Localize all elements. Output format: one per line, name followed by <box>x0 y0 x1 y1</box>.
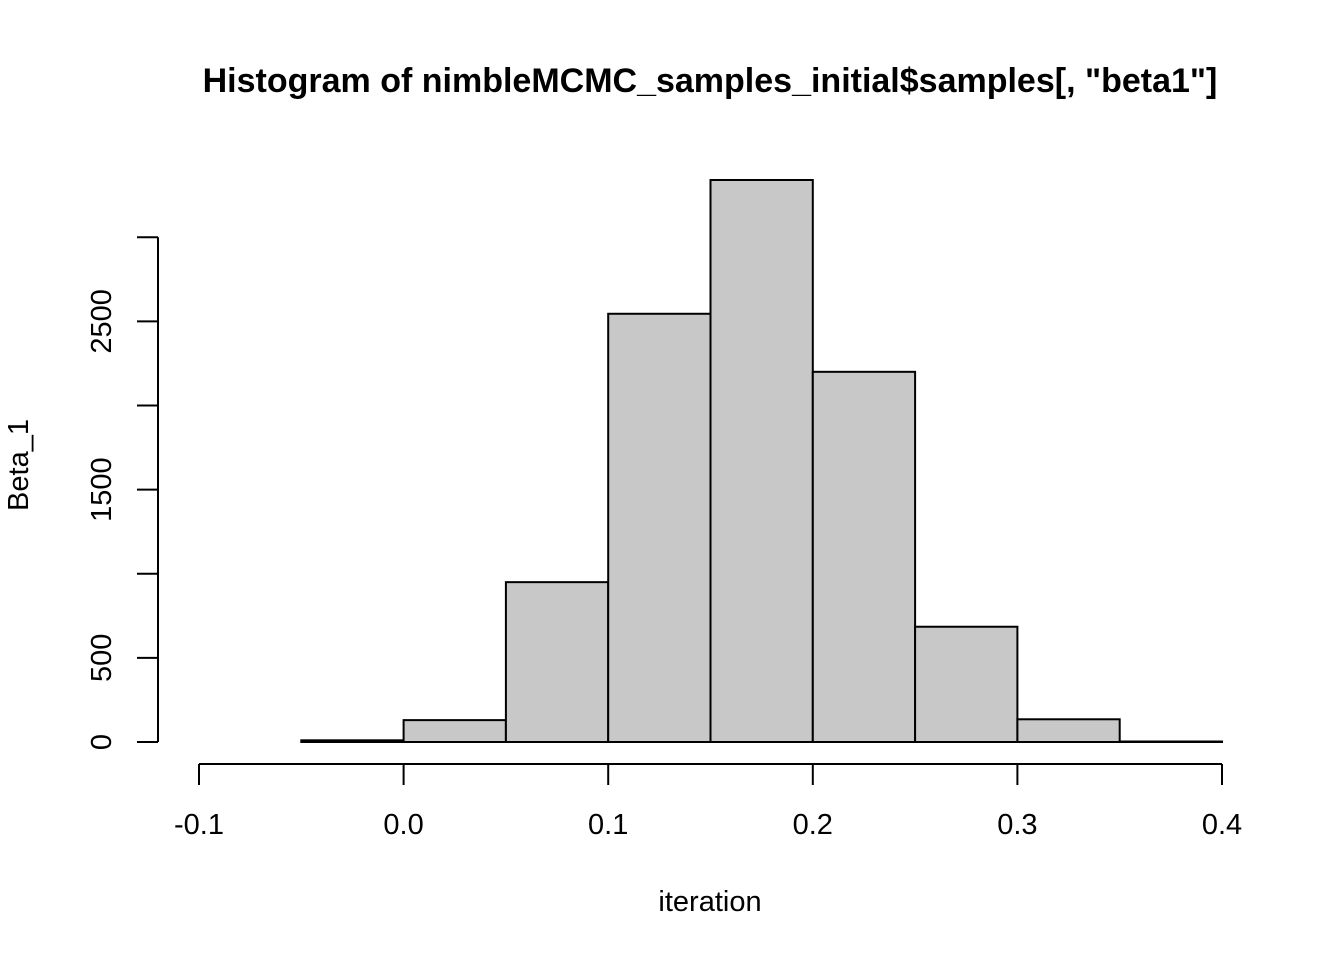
histogram-bar-9 <box>1118 740 1223 744</box>
x-axis-label: iteration <box>658 886 761 918</box>
y-tick-label-1: 500 <box>86 634 118 682</box>
histogram-bar-3 <box>504 581 610 744</box>
histogram-bar-2 <box>402 719 507 743</box>
histogram-bar-8 <box>1016 718 1121 743</box>
histogram-bar-5 <box>709 179 814 743</box>
y-axis-label: Beta_1 <box>3 419 35 511</box>
histogram-bar-7 <box>914 625 1019 743</box>
x-tick-label-1: 0.0 <box>383 809 423 841</box>
y-tick-label-5: 2500 <box>86 289 118 354</box>
y-axis: 0 500 1500 2500 <box>86 236 159 750</box>
chart-title: Histogram of nimbleMCMC_samples_initial$… <box>203 62 1218 100</box>
histogram-bar-6 <box>811 370 917 743</box>
x-axis: -0.1 0.0 0.1 0.2 0.3 0.4 <box>174 763 1242 841</box>
histogram-bar-1 <box>300 739 405 744</box>
y-tick-label-0: 0 <box>86 734 118 750</box>
x-tick-label-0: -0.1 <box>174 809 224 841</box>
x-tick-label-5: 0.4 <box>1202 809 1242 841</box>
x-tick-label-2: 0.1 <box>588 809 628 841</box>
x-tick-label-4: 0.3 <box>997 809 1037 841</box>
x-tick-label-3: 0.2 <box>793 809 833 841</box>
y-tick-label-3: 1500 <box>86 457 118 522</box>
histogram-bar-4 <box>607 312 712 743</box>
bars-group <box>300 179 1223 744</box>
